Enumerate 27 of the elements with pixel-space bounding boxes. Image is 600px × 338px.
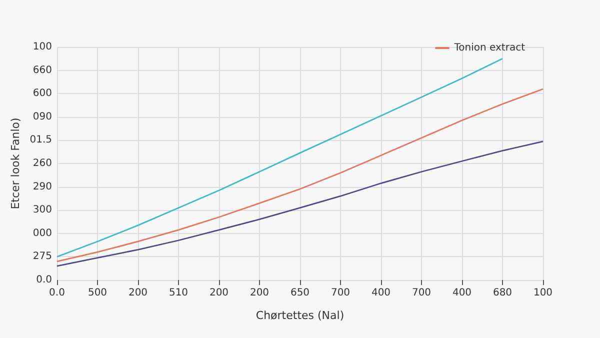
x-tick-label: 200 xyxy=(128,288,148,298)
x-tick-label: 500 xyxy=(88,288,108,298)
x-tick-label: 700 xyxy=(412,288,432,298)
x-axis-title: Chørtettes (Nal) xyxy=(256,309,344,322)
text: 275 xyxy=(32,251,52,262)
text: 600 xyxy=(32,88,52,100)
y-axis-title: Etcer look Fanlo) xyxy=(9,118,22,210)
legend-label: Tonion extract xyxy=(453,42,526,54)
text: 000 xyxy=(32,228,52,239)
x-tick-label: 400 xyxy=(452,288,472,298)
text: 290 xyxy=(32,181,52,192)
x-tick-label: 200 xyxy=(250,288,270,298)
text: 090 xyxy=(32,111,52,122)
x-tick-label: 680 xyxy=(492,288,512,298)
x-tick-label: 100 xyxy=(533,288,553,298)
text: 01.5 xyxy=(30,134,52,146)
x-tick-label: 700 xyxy=(330,288,350,298)
x-tick-label: 510 xyxy=(168,288,188,298)
text: 260 xyxy=(32,158,52,169)
x-tick-label: 200 xyxy=(209,288,229,298)
text: 300 xyxy=(32,204,52,216)
x-tick-label: 650 xyxy=(290,288,310,298)
text: 660 xyxy=(32,64,52,76)
x-tick-label: 400 xyxy=(371,288,391,298)
x-tick-label: 0.0 xyxy=(49,288,65,298)
text: 100 xyxy=(32,42,52,52)
text: 0.0 xyxy=(36,274,52,286)
